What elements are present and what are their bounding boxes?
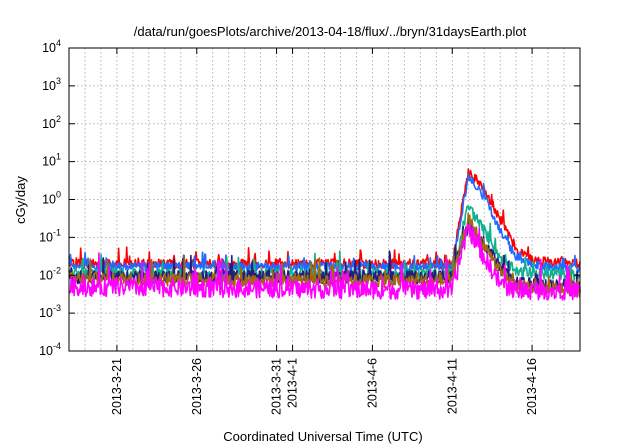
y-tick-label: 10-3 [39, 303, 61, 320]
grid [69, 48, 580, 351]
y-axis-label: cGy/day [13, 176, 28, 224]
x-tick-label: 2013-4-6 [365, 358, 379, 408]
x-tick-label: 2013-4-11 [445, 358, 459, 414]
series-line-1 [68, 168, 581, 270]
x-tick-label: 2013-3-31 [270, 358, 284, 415]
chart-title: /data/run/goesPlots/archive/2013-04-18/f… [134, 24, 527, 39]
x-tick-label: 2013-3-26 [190, 358, 204, 415]
x-tick-label: 2013-3-21 [110, 358, 124, 415]
x-axis-label: Coordinated Universal Time (UTC) [223, 429, 422, 444]
y-tick-label: 101 [42, 152, 61, 169]
x-tick-label: 2013-4-16 [525, 358, 539, 415]
x-tick-label: 2013-4-1 [286, 358, 300, 408]
series-line-5 [68, 212, 581, 298]
plot-series [68, 168, 581, 301]
y-tick-label: 10-1 [39, 227, 61, 244]
y-tick-label: 10-2 [39, 265, 61, 282]
axis-ticks: 10-4 10-3 10-2 10-1 100 101 102 103 104 2013-3-21… [39, 38, 580, 415]
y-tick-label: 10-4 [39, 341, 61, 358]
y-tick-label: 102 [42, 114, 61, 131]
y-tick-label: 100 [42, 190, 61, 207]
y-tick-label: 104 [42, 38, 61, 55]
y-tick-label: 103 [42, 76, 61, 93]
series-line-6 [68, 223, 581, 301]
series-line-2 [68, 173, 581, 274]
